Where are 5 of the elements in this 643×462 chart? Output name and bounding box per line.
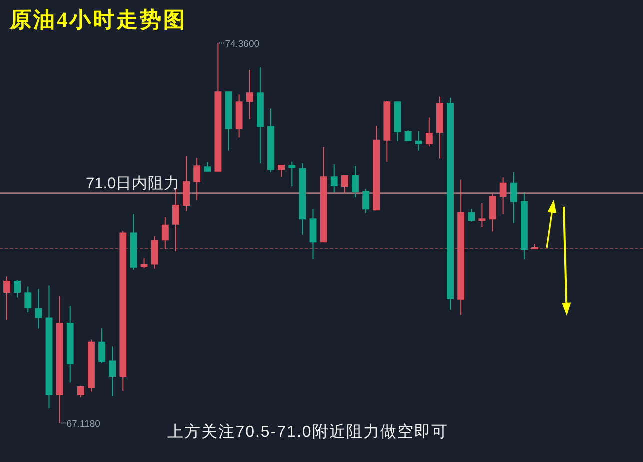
extreme-label: 67.1180 xyxy=(66,418,100,430)
extreme-label: 74.3600 xyxy=(225,38,260,50)
ref-line-label: 71.0日内阻力 xyxy=(86,175,180,192)
title: 原油4小时走势图 xyxy=(10,8,187,32)
note: 上方关注70.5-71.0附近阻力做空即可 xyxy=(168,424,448,441)
